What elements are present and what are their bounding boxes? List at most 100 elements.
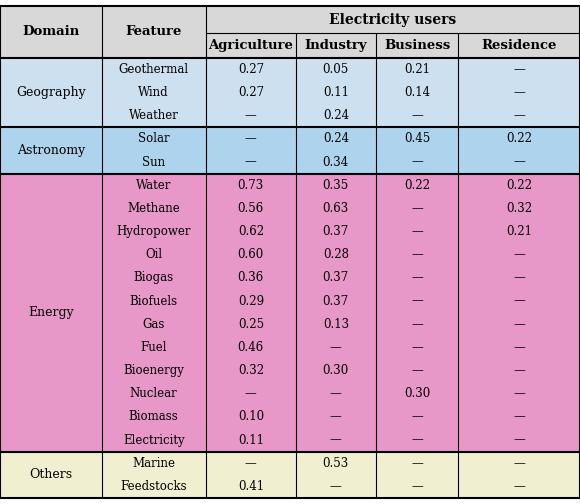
Text: —: — [513, 457, 525, 470]
Text: 0.45: 0.45 [404, 133, 430, 145]
Text: Others: Others [29, 468, 72, 481]
Text: 0.24: 0.24 [322, 133, 349, 145]
Text: Sun: Sun [142, 156, 165, 168]
Text: 0.29: 0.29 [238, 294, 264, 307]
Text: 0.22: 0.22 [506, 179, 532, 192]
Text: Weather: Weather [129, 109, 179, 122]
Text: 0.05: 0.05 [322, 63, 349, 76]
Text: Nuclear: Nuclear [130, 387, 177, 400]
Text: Bioenergy: Bioenergy [124, 364, 184, 377]
Text: Biogas: Biogas [133, 271, 174, 284]
Text: —: — [513, 156, 525, 168]
Text: —: — [513, 109, 525, 122]
Text: Oil: Oil [145, 248, 162, 261]
Text: —: — [411, 202, 423, 215]
Text: 0.24: 0.24 [322, 109, 349, 122]
Text: Feature: Feature [125, 25, 182, 38]
Text: 0.32: 0.32 [238, 364, 264, 377]
Text: Feedstocks: Feedstocks [121, 480, 187, 493]
Text: —: — [411, 109, 423, 122]
Text: Hydropower: Hydropower [117, 225, 191, 238]
Text: 0.62: 0.62 [238, 225, 264, 238]
Text: 0.60: 0.60 [238, 248, 264, 261]
Bar [0, 174, 580, 452]
Text: 0.37: 0.37 [322, 271, 349, 284]
Text: —: — [330, 433, 342, 447]
Text: —: — [513, 433, 525, 447]
Text: Fuel: Fuel [140, 341, 167, 354]
Text: 0.53: 0.53 [322, 457, 349, 470]
Text: —: — [513, 86, 525, 99]
Bar [0, 6, 580, 58]
Text: —: — [513, 271, 525, 284]
Text: —: — [513, 341, 525, 354]
Text: 0.22: 0.22 [404, 179, 430, 192]
Text: 0.46: 0.46 [238, 341, 264, 354]
Bar [0, 128, 580, 174]
Text: Biomass: Biomass [129, 410, 179, 423]
Text: Electricity users: Electricity users [329, 13, 456, 27]
Text: Industry: Industry [304, 39, 367, 52]
Bar [0, 58, 580, 128]
Text: 0.37: 0.37 [322, 225, 349, 238]
Text: Biofuels: Biofuels [130, 294, 177, 307]
Text: —: — [513, 410, 525, 423]
Text: Marine: Marine [132, 457, 175, 470]
Text: —: — [411, 341, 423, 354]
Text: 0.13: 0.13 [322, 318, 349, 331]
Text: 0.35: 0.35 [322, 179, 349, 192]
Text: 0.41: 0.41 [238, 480, 264, 493]
Text: —: — [411, 480, 423, 493]
Text: 0.63: 0.63 [322, 202, 349, 215]
Text: —: — [411, 457, 423, 470]
Text: —: — [411, 410, 423, 423]
Text: Astronomy: Astronomy [17, 144, 85, 157]
Text: 0.10: 0.10 [238, 410, 264, 423]
Text: Residence: Residence [481, 39, 557, 52]
Text: —: — [245, 109, 257, 122]
Text: 0.22: 0.22 [506, 133, 532, 145]
Text: —: — [330, 387, 342, 400]
Text: —: — [411, 433, 423, 447]
Text: —: — [513, 294, 525, 307]
Text: Business: Business [384, 39, 450, 52]
Text: Gas: Gas [143, 318, 165, 331]
Text: —: — [513, 364, 525, 377]
Text: —: — [245, 457, 257, 470]
Text: Methane: Methane [128, 202, 180, 215]
Text: Solar: Solar [138, 133, 169, 145]
Text: 0.30: 0.30 [404, 387, 430, 400]
Text: Electricity: Electricity [123, 433, 184, 447]
Text: —: — [411, 248, 423, 261]
Text: —: — [513, 318, 525, 331]
Text: Energy: Energy [28, 306, 74, 319]
Text: —: — [245, 133, 257, 145]
Text: 0.11: 0.11 [238, 433, 264, 447]
Text: 0.27: 0.27 [238, 63, 264, 76]
Text: 0.30: 0.30 [322, 364, 349, 377]
Text: —: — [513, 387, 525, 400]
Text: 0.27: 0.27 [238, 86, 264, 99]
Text: 0.32: 0.32 [506, 202, 532, 215]
Text: Wind: Wind [139, 86, 169, 99]
Text: 0.28: 0.28 [323, 248, 349, 261]
Text: 0.36: 0.36 [238, 271, 264, 284]
Text: Geography: Geography [16, 86, 86, 99]
Text: Domain: Domain [22, 25, 79, 38]
Text: Water: Water [136, 179, 171, 192]
Text: —: — [330, 480, 342, 493]
Text: —: — [330, 341, 342, 354]
Text: 0.34: 0.34 [322, 156, 349, 168]
Text: —: — [411, 271, 423, 284]
Text: —: — [411, 364, 423, 377]
Text: 0.73: 0.73 [238, 179, 264, 192]
Text: —: — [411, 294, 423, 307]
Bar [0, 452, 580, 498]
Text: —: — [411, 225, 423, 238]
Text: 0.21: 0.21 [506, 225, 532, 238]
Text: —: — [330, 410, 342, 423]
Text: 0.56: 0.56 [238, 202, 264, 215]
Text: —: — [411, 156, 423, 168]
Text: Geothermal: Geothermal [119, 63, 188, 76]
Text: 0.11: 0.11 [323, 86, 349, 99]
